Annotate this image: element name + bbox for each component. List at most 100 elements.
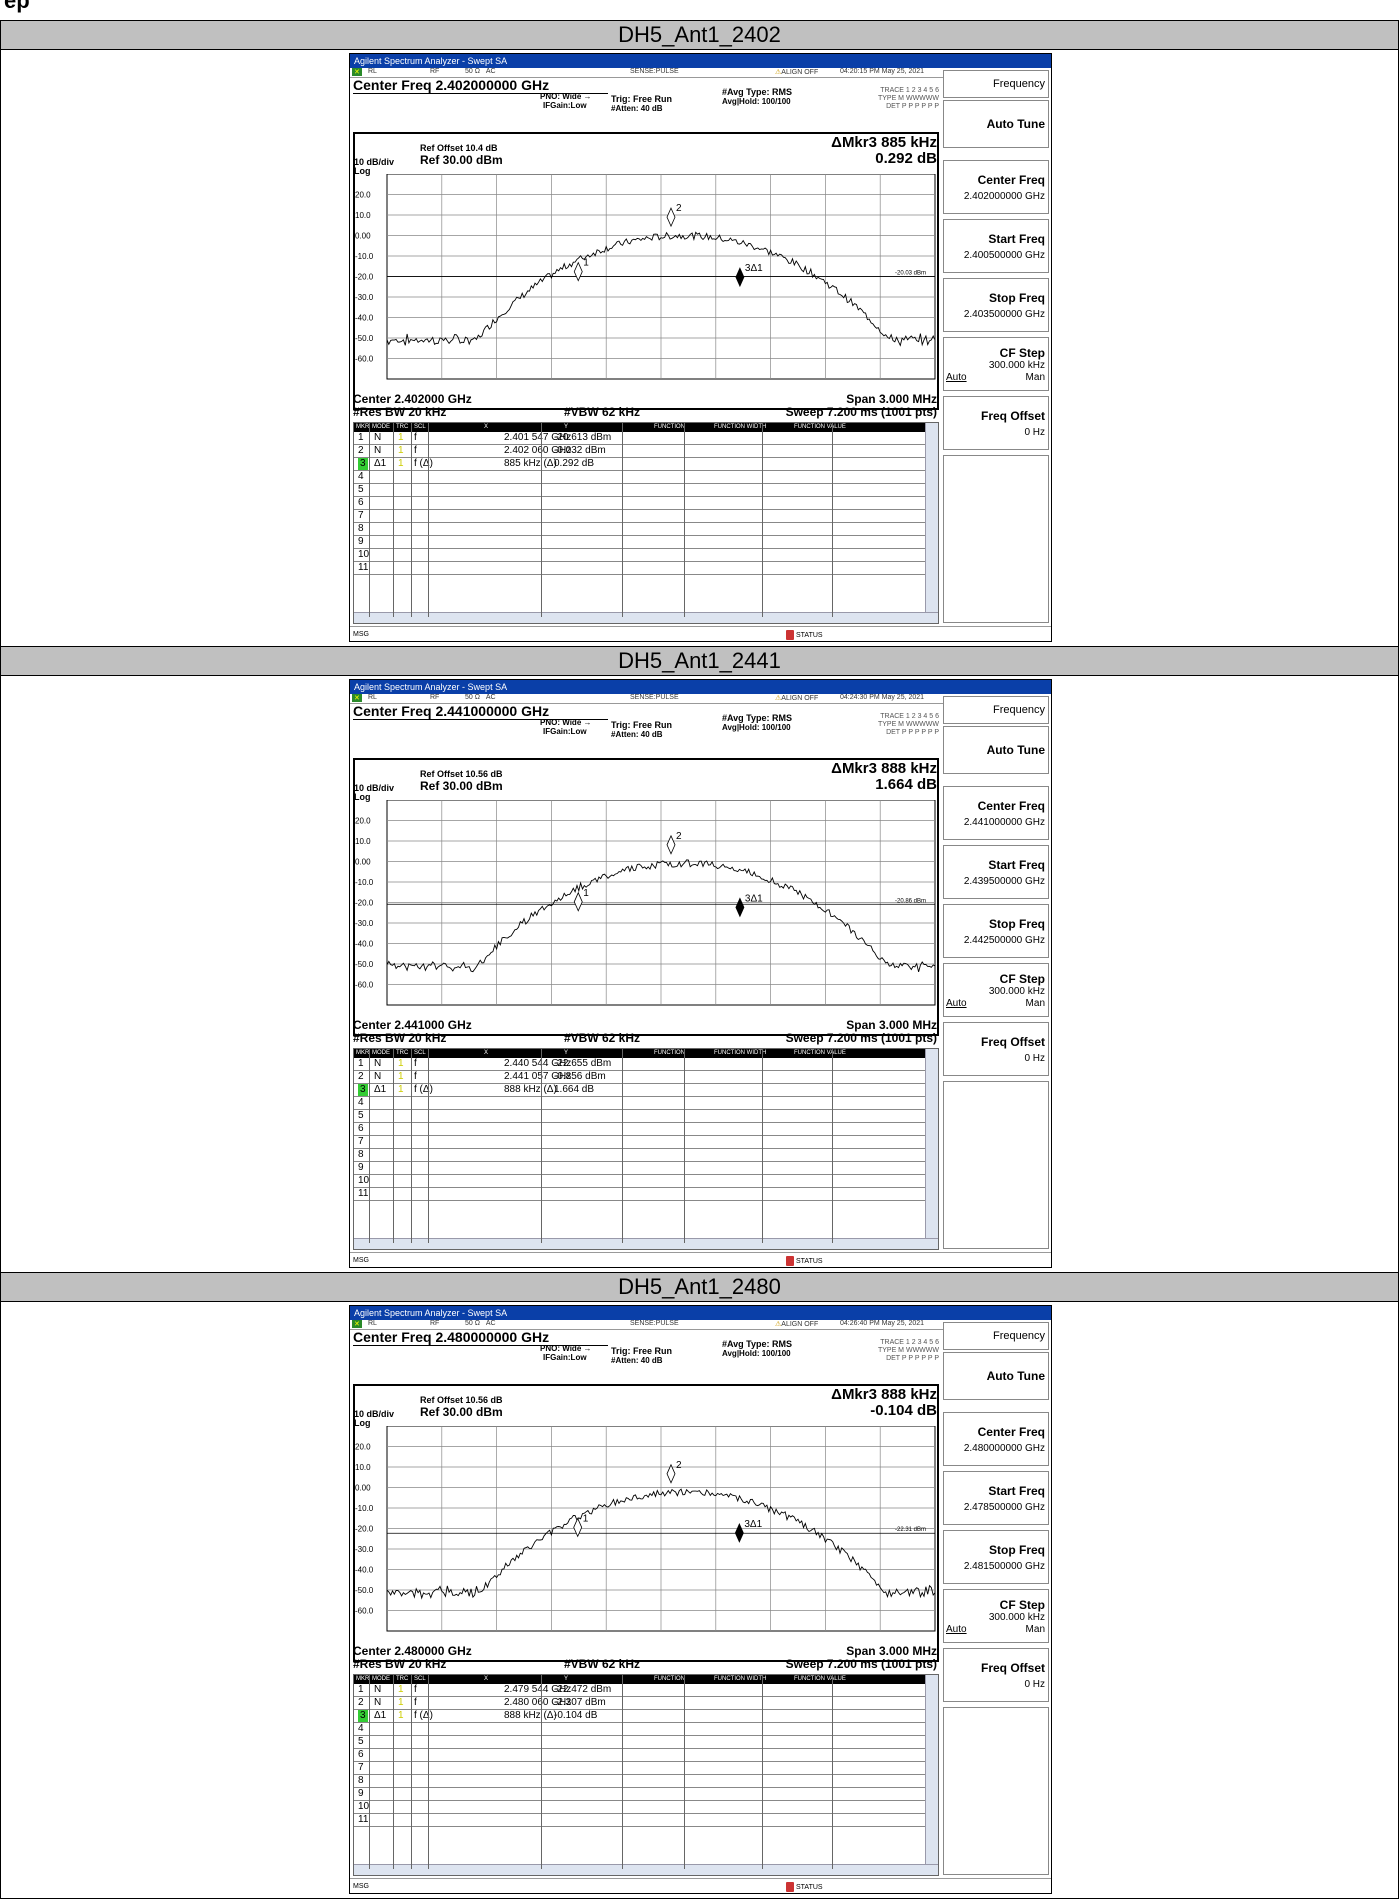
marker-cell-mkr: 11 — [358, 1814, 369, 1825]
status-bar: ✕ RL RF 50 Ω AC SENSE:PULSE ⚠ALIGN OFF 0… — [350, 694, 944, 704]
marker-diamond[interactable] — [666, 834, 676, 855]
marker-table-row[interactable]: 5 — [354, 484, 926, 497]
softkey-cf-step[interactable]: CF Step 300.000 kHz Auto Man — [943, 1589, 1049, 1643]
softkey-blank — [943, 1081, 1049, 1249]
marker-cell-mkr: 9 — [358, 1788, 364, 1799]
auto-option[interactable]: Auto — [946, 998, 967, 1009]
softkey-freq-offset[interactable]: Freq Offset 0 Hz — [943, 1022, 1049, 1076]
marker-table-row[interactable]: 7 — [354, 510, 926, 523]
man-option[interactable]: Man — [1025, 1624, 1045, 1635]
marker-table-row[interactable]: 6 — [354, 1123, 926, 1136]
marker-table-row[interactable]: 10 — [354, 1801, 926, 1814]
marker-table-row[interactable]: 4 — [354, 1723, 926, 1736]
marker-table-row[interactable]: 3 Δ1 1 f (Δ) 888 kHz (Δ) -0.104 dB — [354, 1710, 926, 1723]
marker-table-row[interactable]: 11 — [354, 562, 926, 575]
trace-row: TRACE 1 2 3 4 5 6 — [880, 87, 939, 94]
softkey-start-freq[interactable]: Start Freq 2.439500000 GHz — [943, 845, 1049, 899]
marker-table-row[interactable]: 2 N 1 f 2.402 060 GHz -0.032 dBm — [354, 445, 926, 458]
marker-table-row[interactable]: 9 — [354, 1788, 926, 1801]
marker-label: 3Δ1 — [744, 1519, 762, 1530]
marker-table-vscroll[interactable] — [925, 1049, 938, 1239]
marker-cell-mode: Δ1 — [374, 1084, 387, 1095]
softkey-auto-tune[interactable]: Auto Tune — [943, 1352, 1049, 1400]
marker-table-row[interactable]: 3 Δ1 1 f (Δ) 885 kHz (Δ) 0.292 dB — [354, 458, 926, 471]
auto-option[interactable]: Auto — [946, 1624, 967, 1635]
marker-cell-x: 2.441 057 GHz — [504, 1071, 572, 1082]
softkey-frequency[interactable]: Frequency — [943, 696, 1049, 724]
marker-table-row[interactable]: 5 — [354, 1736, 926, 1749]
threshold-label: -20.86 dBm — [895, 898, 926, 904]
marker-table-row[interactable]: 4 — [354, 471, 926, 484]
softkey-start-freq[interactable]: Start Freq 2.478500000 GHz — [943, 1471, 1049, 1525]
softkey-frequency[interactable]: Frequency — [943, 70, 1049, 98]
marker-table-hscroll[interactable] — [354, 612, 938, 623]
marker-diamond[interactable] — [735, 267, 745, 288]
softkey-cf-step[interactable]: CF Step 300.000 kHz Auto Man — [943, 963, 1049, 1017]
softkey-freq-offset[interactable]: Freq Offset 0 Hz — [943, 1648, 1049, 1702]
vbw-label: #VBW 62 kHz — [564, 405, 641, 419]
softkey-frequency[interactable]: Frequency — [943, 1322, 1049, 1350]
marker-table-row[interactable]: 3 Δ1 1 f (Δ) 888 kHz (Δ) 1.664 dB — [354, 1084, 926, 1097]
marker-table-row[interactable]: 8 — [354, 523, 926, 536]
marker-diamond[interactable] — [573, 261, 583, 282]
marker-diamond[interactable] — [666, 207, 676, 228]
marker-table-row[interactable]: 7 — [354, 1762, 926, 1775]
marker-table-row[interactable]: 9 — [354, 1162, 926, 1175]
marker-table-row[interactable]: 10 — [354, 1175, 926, 1188]
marker-table-row[interactable]: 1 N 1 f 2.440 544 GHz -22.655 dBm — [354, 1058, 926, 1071]
status-button[interactable]: STATUS — [786, 630, 823, 640]
status-button[interactable]: STATUS — [786, 1256, 823, 1266]
softkey-cf-step[interactable]: CF Step 300.000 kHz Auto Man — [943, 337, 1049, 391]
softkey-start-freq[interactable]: Start Freq 2.400500000 GHz — [943, 219, 1049, 273]
marker-diamond[interactable] — [666, 1463, 676, 1484]
marker-table-row[interactable]: 2 N 1 f 2.480 060 GHz -2.307 dBm — [354, 1697, 926, 1710]
spectrum-trace — [386, 231, 936, 347]
marker-table-header-cell: FUNCTION — [654, 1050, 685, 1056]
softkey-stop-freq[interactable]: Stop Freq 2.442500000 GHz — [943, 904, 1049, 958]
status-button[interactable]: STATUS — [786, 1882, 823, 1892]
softkey-freq-offset[interactable]: Freq Offset 0 Hz — [943, 396, 1049, 450]
marker-table-row[interactable]: 10 — [354, 549, 926, 562]
marker-table-row[interactable]: 6 — [354, 497, 926, 510]
marker-diamond[interactable] — [735, 897, 745, 918]
marker-table-hscroll[interactable] — [354, 1864, 938, 1875]
avg-type-label: #Avg Type: RMS — [722, 713, 793, 723]
marker-table-row[interactable]: 4 — [354, 1097, 926, 1110]
marker-table-row[interactable]: 2 N 1 f 2.441 057 GHz -0.856 dBm — [354, 1071, 926, 1084]
softkey-center-freq[interactable]: Center Freq 2.402000000 GHz — [943, 160, 1049, 214]
marker-cell-trc: 1 — [398, 1058, 404, 1069]
marker-table-vscroll[interactable] — [925, 423, 938, 613]
marker-cell-trc: 1 — [398, 1710, 404, 1721]
window-title: Agilent Spectrum Analyzer - Swept SA — [350, 1306, 1051, 1320]
marker-table-row[interactable]: 9 — [354, 536, 926, 549]
marker-diamond[interactable] — [734, 1522, 744, 1543]
auto-option[interactable]: Auto — [946, 372, 967, 383]
marker-table-row[interactable]: 8 — [354, 1149, 926, 1162]
marker-diamond[interactable] — [573, 1517, 583, 1538]
marker-table-row[interactable]: 11 — [354, 1814, 926, 1827]
softkey-stop-freq[interactable]: Stop Freq 2.403500000 GHz — [943, 278, 1049, 332]
softkey-center-freq[interactable]: Center Freq 2.441000000 GHz — [943, 786, 1049, 840]
softkey-auto-tune[interactable]: Auto Tune — [943, 726, 1049, 774]
marker-diamond[interactable] — [573, 891, 583, 912]
marker-table-vscroll[interactable] — [925, 1675, 938, 1865]
marker-table-row[interactable]: 7 — [354, 1136, 926, 1149]
marker-table-row[interactable]: 1 N 1 f 2.401 547 GHz -20.613 dBm — [354, 432, 926, 445]
marker-table-row[interactable]: 6 — [354, 1749, 926, 1762]
table-column-divider — [411, 423, 412, 617]
marker-table-hscroll[interactable] — [354, 1238, 938, 1249]
plot-frame — [353, 758, 939, 1036]
softkey-center-freq[interactable]: Center Freq 2.480000000 GHz — [943, 1412, 1049, 1466]
spectrum-trace — [386, 859, 936, 973]
softkey-panel: Frequency Auto Tune Center Freq 2.4410000… — [943, 696, 1049, 1250]
marker-table-row[interactable]: 8 — [354, 1775, 926, 1788]
marker-table-row[interactable]: 11 — [354, 1188, 926, 1201]
softkey-stop-freq[interactable]: Stop Freq 2.481500000 GHz — [943, 1530, 1049, 1584]
marker-table-row[interactable]: 1 N 1 f 2.479 544 GHz -22.472 dBm — [354, 1684, 926, 1697]
man-option[interactable]: Man — [1025, 998, 1045, 1009]
marker-table-row[interactable]: 5 — [354, 1110, 926, 1123]
trigger-label: Trig: Free Run — [611, 94, 673, 104]
marker-label: 2 — [676, 1460, 682, 1471]
softkey-auto-tune[interactable]: Auto Tune — [943, 100, 1049, 148]
man-option[interactable]: Man — [1025, 372, 1045, 383]
